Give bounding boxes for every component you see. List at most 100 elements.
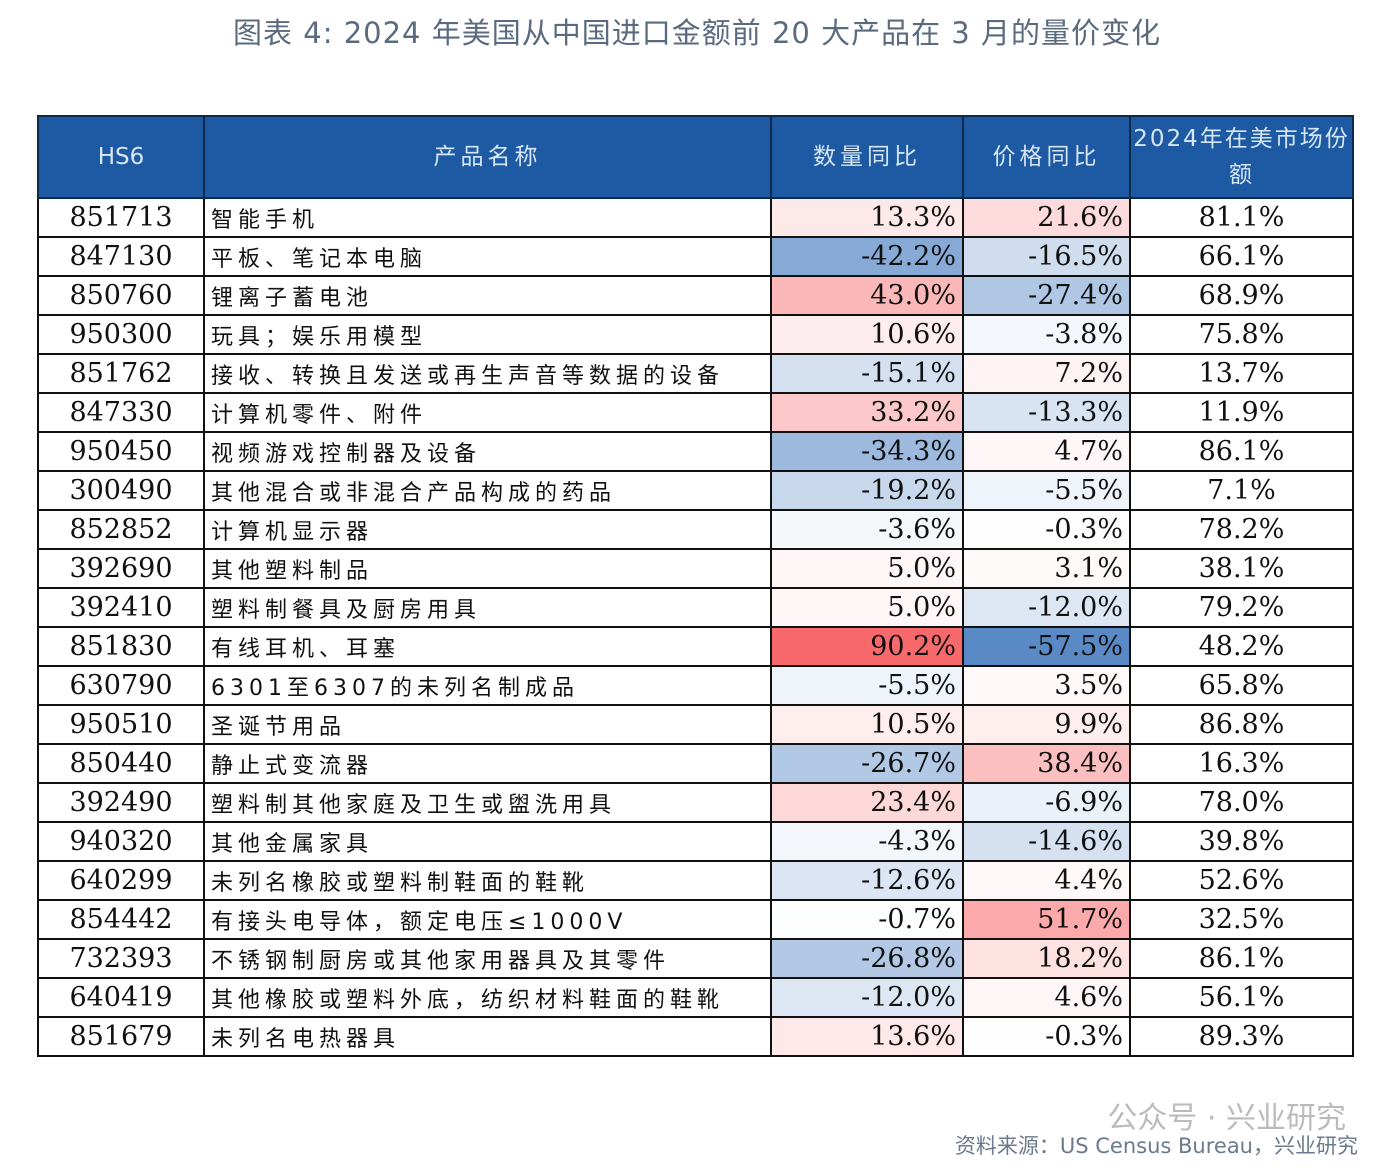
product-name-cell: 智能手机 [203, 197, 772, 238]
volume-yoy-cell: 13.6% [770, 1016, 964, 1057]
table-row: 851679 未列名电热器具 13.6% -0.3% 89.3% [37, 1016, 1354, 1057]
hs6-code-cell: 850760 [37, 275, 205, 316]
table-row: 950450 视频游戏控制器及设备 -34.3% 4.7% 86.1% [37, 431, 1354, 472]
market-share-cell: 86.1% [1129, 938, 1354, 979]
table-row: 392490 塑料制其他家庭及卫生或盥洗用具 23.4% -6.9% 78.0% [37, 782, 1354, 823]
product-name-cell: 计算机显示器 [203, 509, 772, 550]
market-share-cell: 11.9% [1129, 392, 1354, 433]
price-yoy-cell: -0.3% [962, 509, 1131, 550]
volume-yoy-cell: -15.1% [770, 353, 964, 394]
table-row: 950300 玩具；娱乐用模型 10.6% -3.8% 75.8% [37, 314, 1354, 355]
hs6-code-cell: 851830 [37, 626, 205, 667]
market-share-cell: 52.6% [1129, 860, 1354, 901]
market-share-cell: 68.9% [1129, 275, 1354, 316]
header-row: HS6 产品名称 数量同比 价格同比 2024年在美市场份额 [37, 115, 1354, 199]
price-yoy-cell: -27.4% [962, 275, 1131, 316]
hs6-code-cell: 392490 [37, 782, 205, 823]
volume-yoy-cell: 33.2% [770, 392, 964, 433]
price-yoy-cell: -5.5% [962, 470, 1131, 511]
table-row: 640419 其他橡胶或塑料外底，纺织材料鞋面的鞋靴 -12.0% 4.6% 56.1% [37, 977, 1354, 1018]
volume-yoy-cell: 13.3% [770, 197, 964, 238]
table-row: 851762 接收、转换且发送或再生声音等数据的设备 -15.1% 7.2% 13.7% [37, 353, 1354, 394]
volume-yoy-cell: -3.6% [770, 509, 964, 550]
hs6-code-cell: 847130 [37, 236, 205, 277]
hs6-code-cell: 392690 [37, 548, 205, 589]
table-row: 392410 塑料制餐具及厨房用具 5.0% -12.0% 79.2% [37, 587, 1354, 628]
hs6-code-cell: 950450 [37, 431, 205, 472]
product-name-cell: 平板、笔记本电脑 [203, 236, 772, 277]
price-yoy-cell: 4.4% [962, 860, 1131, 901]
header-product-name: 产品名称 [203, 115, 772, 199]
product-name-cell: 塑料制其他家庭及卫生或盥洗用具 [203, 782, 772, 823]
product-name-cell: 6301至6307的未列名制成品 [203, 665, 772, 706]
price-yoy-cell: 51.7% [962, 899, 1131, 940]
market-share-cell: 48.2% [1129, 626, 1354, 667]
hs6-code-cell: 640299 [37, 860, 205, 901]
price-yoy-cell: -13.3% [962, 392, 1131, 433]
table-row: 640299 未列名橡胶或塑料制鞋面的鞋靴 -12.6% 4.4% 52.6% [37, 860, 1354, 901]
header-volume-yoy: 数量同比 [770, 115, 964, 199]
price-yoy-cell: 7.2% [962, 353, 1131, 394]
table-row: 847330 计算机零件、附件 33.2% -13.3% 11.9% [37, 392, 1354, 433]
table-row: 850760 锂离子蓄电池 43.0% -27.4% 68.9% [37, 275, 1354, 316]
market-share-cell: 78.2% [1129, 509, 1354, 550]
market-share-cell: 7.1% [1129, 470, 1354, 511]
volume-yoy-cell: -26.8% [770, 938, 964, 979]
volume-yoy-cell: 43.0% [770, 275, 964, 316]
hs6-code-cell: 850440 [37, 743, 205, 784]
product-name-cell: 视频游戏控制器及设备 [203, 431, 772, 472]
price-yoy-cell: -16.5% [962, 236, 1131, 277]
hs6-code-cell: 640419 [37, 977, 205, 1018]
hs6-code-cell: 847330 [37, 392, 205, 433]
price-yoy-cell: -0.3% [962, 1016, 1131, 1057]
market-share-cell: 89.3% [1129, 1016, 1354, 1057]
watermark: 公众号 · 兴业研究 [1107, 1101, 1346, 1136]
market-share-cell: 38.1% [1129, 548, 1354, 589]
table-row: 854442 有接头电导体，额定电压≤1000V -0.7% 51.7% 32.5% [37, 899, 1354, 940]
hs6-code-cell: 940320 [37, 821, 205, 862]
volume-yoy-cell: 10.5% [770, 704, 964, 745]
table-row: 950510 圣诞节用品 10.5% 9.9% 86.8% [37, 704, 1354, 745]
volume-yoy-cell: -4.3% [770, 821, 964, 862]
hs6-code-cell: 852852 [37, 509, 205, 550]
product-name-cell: 有接头电导体，额定电压≤1000V [203, 899, 772, 940]
volume-yoy-cell: 10.6% [770, 314, 964, 355]
product-name-cell: 锂离子蓄电池 [203, 275, 772, 316]
product-name-cell: 静止式变流器 [203, 743, 772, 784]
hs6-code-cell: 392410 [37, 587, 205, 628]
price-yoy-cell: 4.6% [962, 977, 1131, 1018]
market-share-cell: 13.7% [1129, 353, 1354, 394]
table-row: 851713 智能手机 13.3% 21.6% 81.1% [37, 197, 1354, 238]
price-yoy-cell: -6.9% [962, 782, 1131, 823]
table-row: 630790 6301至6307的未列名制成品 -5.5% 3.5% 65.8% [37, 665, 1354, 706]
price-yoy-cell: 9.9% [962, 704, 1131, 745]
header-price-yoy: 价格同比 [962, 115, 1131, 199]
price-yoy-cell: 38.4% [962, 743, 1131, 784]
product-name-cell: 不锈钢制厨房或其他家用器具及其零件 [203, 938, 772, 979]
price-yoy-cell: 3.1% [962, 548, 1131, 589]
volume-yoy-cell: 23.4% [770, 782, 964, 823]
hs6-code-cell: 950300 [37, 314, 205, 355]
market-share-cell: 75.8% [1129, 314, 1354, 355]
market-share-cell: 81.1% [1129, 197, 1354, 238]
volume-yoy-cell: 5.0% [770, 548, 964, 589]
table-row: 847130 平板、笔记本电脑 -42.2% -16.5% 66.1% [37, 236, 1354, 277]
header-hs6: HS6 [37, 115, 205, 199]
volume-yoy-cell: -19.2% [770, 470, 964, 511]
product-name-cell: 塑料制餐具及厨房用具 [203, 587, 772, 628]
table-row: 852852 计算机显示器 -3.6% -0.3% 78.2% [37, 509, 1354, 550]
hs6-code-cell: 630790 [37, 665, 205, 706]
volume-yoy-cell: -0.7% [770, 899, 964, 940]
table-row: 392690 其他塑料制品 5.0% 3.1% 38.1% [37, 548, 1354, 589]
market-share-cell: 86.1% [1129, 431, 1354, 472]
product-name-cell: 其他塑料制品 [203, 548, 772, 589]
price-yoy-cell: 18.2% [962, 938, 1131, 979]
product-name-cell: 其他橡胶或塑料外底，纺织材料鞋面的鞋靴 [203, 977, 772, 1018]
hs6-code-cell: 854442 [37, 899, 205, 940]
product-name-cell: 计算机零件、附件 [203, 392, 772, 433]
hs6-code-cell: 851713 [37, 197, 205, 238]
table-row: 940320 其他金属家具 -4.3% -14.6% 39.8% [37, 821, 1354, 862]
volume-yoy-cell: -12.6% [770, 860, 964, 901]
market-share-cell: 86.8% [1129, 704, 1354, 745]
hs6-code-cell: 300490 [37, 470, 205, 511]
